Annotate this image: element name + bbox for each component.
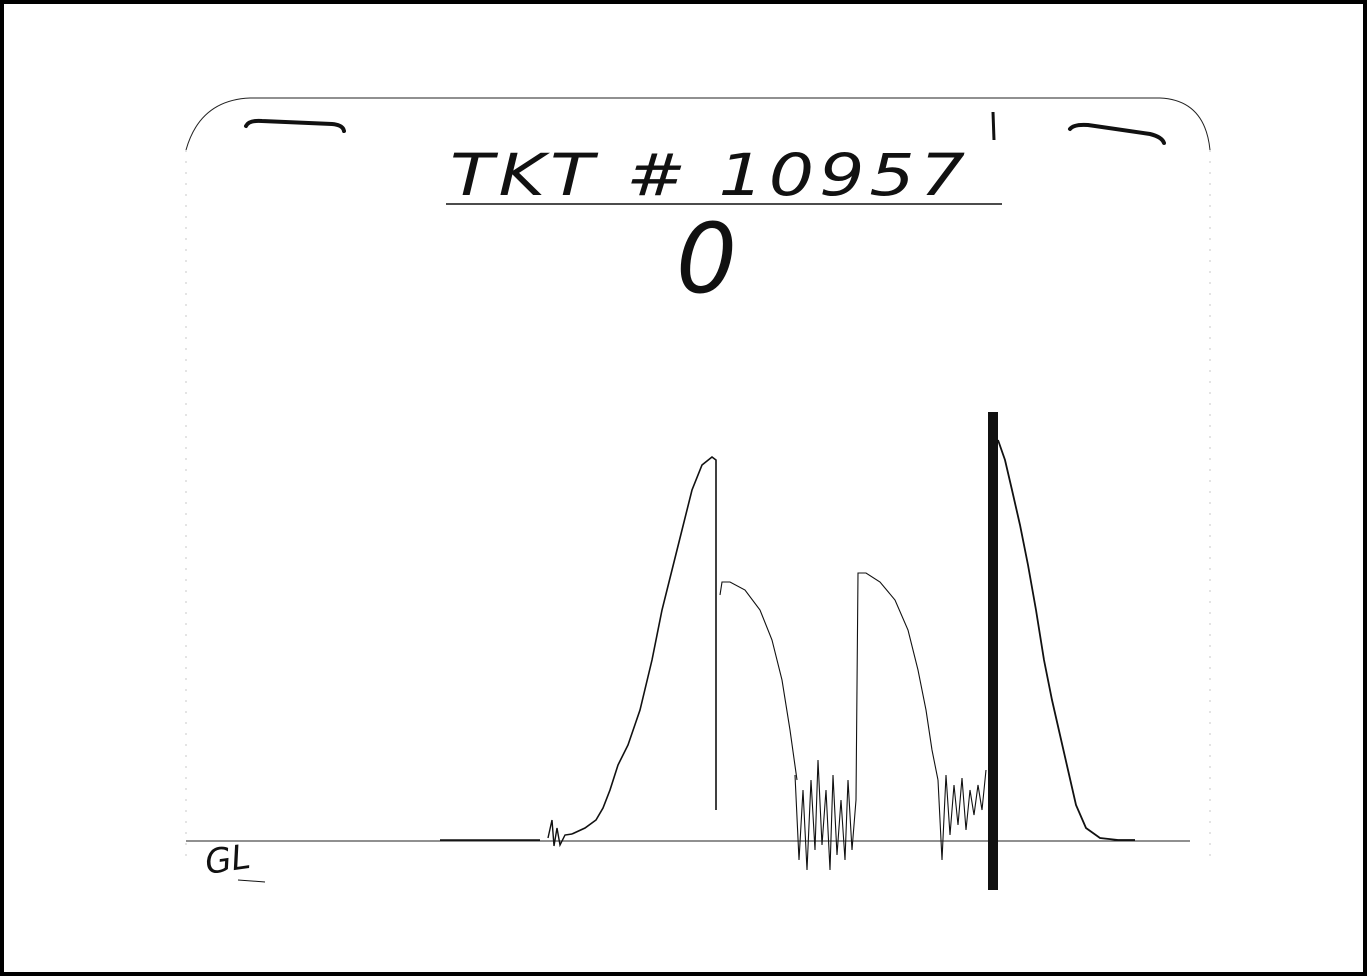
initials-mark: GL bbox=[203, 837, 253, 883]
trace-flat-start bbox=[440, 819, 573, 848]
right-clip-mark bbox=[1068, 122, 1166, 145]
trace-peak-1-rise bbox=[571, 455, 717, 835]
initials-flourish bbox=[237, 879, 266, 883]
trace-noise-band-2 bbox=[937, 769, 987, 861]
left-clip-mark bbox=[244, 118, 346, 133]
trace-saturated-spike bbox=[988, 412, 998, 890]
trace-peak-2-decay bbox=[719, 581, 798, 781]
sub-mark: 0 bbox=[676, 203, 737, 315]
trace-noise-band-1 bbox=[794, 759, 857, 871]
ticket-label: TKT # 10957 bbox=[450, 141, 970, 209]
trace-peak-4-fall bbox=[997, 439, 1135, 841]
card-outline bbox=[185, 97, 1211, 151]
trace-peak-3-decay bbox=[855, 572, 939, 801]
ink-tick bbox=[991, 111, 996, 141]
